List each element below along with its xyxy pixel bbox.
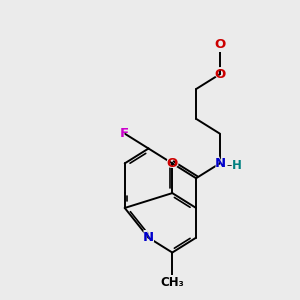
Text: N: N — [214, 157, 225, 170]
Text: –: – — [226, 160, 232, 170]
Text: N: N — [142, 230, 155, 245]
Text: H: H — [232, 159, 242, 172]
Text: O: O — [214, 68, 226, 81]
Text: N: N — [213, 156, 226, 171]
Text: F: F — [120, 127, 129, 140]
Text: F: F — [119, 126, 130, 141]
Text: O: O — [166, 156, 179, 171]
Text: CH₃: CH₃ — [160, 276, 184, 289]
Text: N: N — [143, 231, 154, 244]
Text: O: O — [213, 67, 226, 82]
Text: O: O — [167, 157, 178, 170]
Text: O: O — [214, 38, 226, 51]
